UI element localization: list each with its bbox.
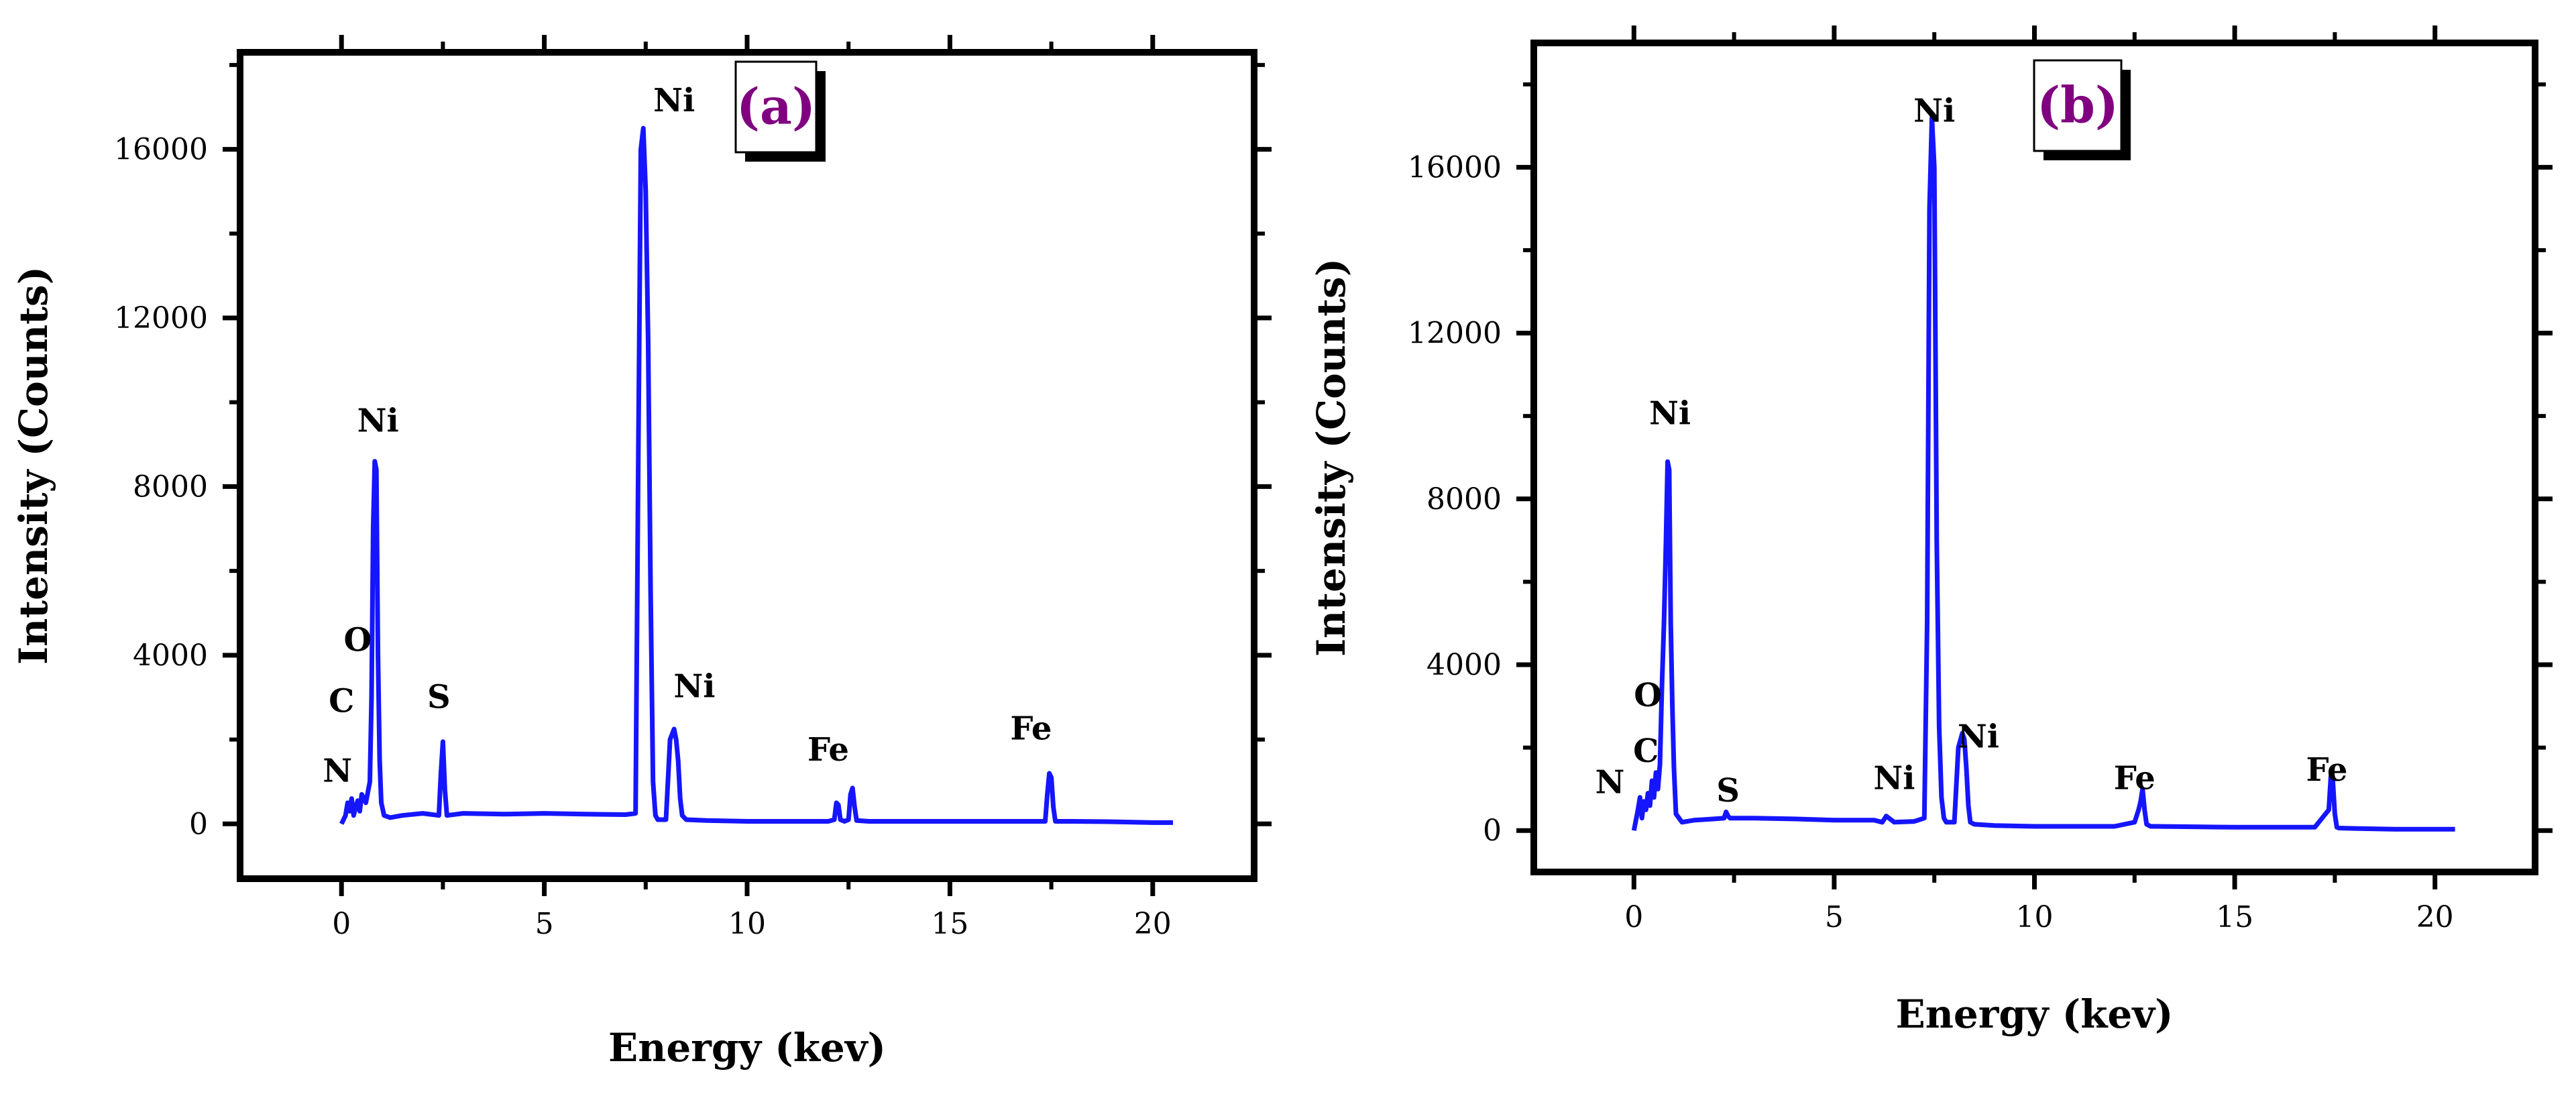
x-tick-label: 10 bbox=[728, 907, 766, 941]
peak-label: Ni bbox=[357, 402, 399, 440]
y-tick-label: 4000 bbox=[133, 639, 208, 673]
spectrum-series-line bbox=[1631, 115, 2455, 832]
x-tick-label: 0 bbox=[332, 907, 351, 941]
peak-label: Ni bbox=[1873, 759, 1915, 797]
peak-label: Fe bbox=[2306, 751, 2347, 789]
peak-label: Fe bbox=[807, 731, 849, 769]
y-tick-label: 0 bbox=[189, 807, 208, 841]
peak-label: Ni bbox=[1913, 92, 1955, 129]
x-tick-label: 5 bbox=[1825, 900, 1844, 934]
x-tick-label: 15 bbox=[931, 907, 968, 941]
peak-label: Ni bbox=[653, 82, 695, 119]
panel-label-box bbox=[2033, 59, 2123, 152]
peak-label: O bbox=[1634, 677, 1662, 714]
y-tick-label: 16000 bbox=[114, 133, 208, 167]
x-tick-label: 0 bbox=[1624, 900, 1643, 934]
y-axis-title: Intensity (Counts) bbox=[1308, 258, 1354, 657]
plot-frame bbox=[1530, 40, 2538, 875]
peak-label: C bbox=[329, 683, 354, 720]
peak-label: S bbox=[1716, 772, 1740, 810]
peak-label: C bbox=[1633, 732, 1659, 770]
panel-a: 0 5 10 15 20 0 4000 8000 12000 16000 NCO Ni S Ni Ni Fe F… bbox=[11, 35, 1272, 1071]
peak-label: Fe bbox=[2114, 759, 2155, 797]
peak-label: Ni bbox=[673, 668, 715, 706]
x-tick-label: 5 bbox=[535, 907, 554, 941]
x-tick-label: 20 bbox=[1134, 907, 1172, 941]
peak-label: S bbox=[427, 678, 451, 716]
peak-label: O bbox=[343, 622, 372, 659]
panel-label: (b) bbox=[2037, 77, 2119, 135]
peak-label: Fe bbox=[1010, 710, 1052, 748]
y-tick-label: 0 bbox=[1483, 814, 1502, 848]
y-tick-label: 12000 bbox=[114, 301, 208, 335]
y-tick-label: 12000 bbox=[1408, 317, 1502, 351]
x-axis-title: Energy (kev) bbox=[608, 1025, 886, 1071]
spectrum-series-line bbox=[339, 125, 1173, 825]
plot-frame bbox=[237, 49, 1257, 882]
x-tick-label: 10 bbox=[2016, 900, 2054, 934]
peak-label: Ni bbox=[1958, 718, 1999, 756]
peak-label: Ni bbox=[1649, 395, 1691, 433]
x-tick-label: 15 bbox=[2216, 900, 2253, 934]
peak-label: N bbox=[1595, 764, 1625, 802]
panel-label-box bbox=[734, 60, 818, 154]
y-tick-label: 8000 bbox=[133, 470, 208, 504]
y-axis-title: Intensity (Counts) bbox=[11, 266, 56, 665]
y-tick-label: 8000 bbox=[1426, 482, 1502, 516]
panel-b: 0 5 10 15 20 0 4000 8000 12000 16000 NCO Ni S Ni Ni Ni F… bbox=[1308, 25, 2553, 1037]
x-tick-label: 20 bbox=[2416, 900, 2454, 934]
panel-label: (a) bbox=[736, 78, 816, 136]
peak-label: N bbox=[323, 752, 352, 789]
y-tick-label: 4000 bbox=[1426, 648, 1502, 682]
x-axis-title: Energy (kev) bbox=[1896, 991, 2174, 1037]
y-tick-label: 16000 bbox=[1408, 150, 1502, 184]
